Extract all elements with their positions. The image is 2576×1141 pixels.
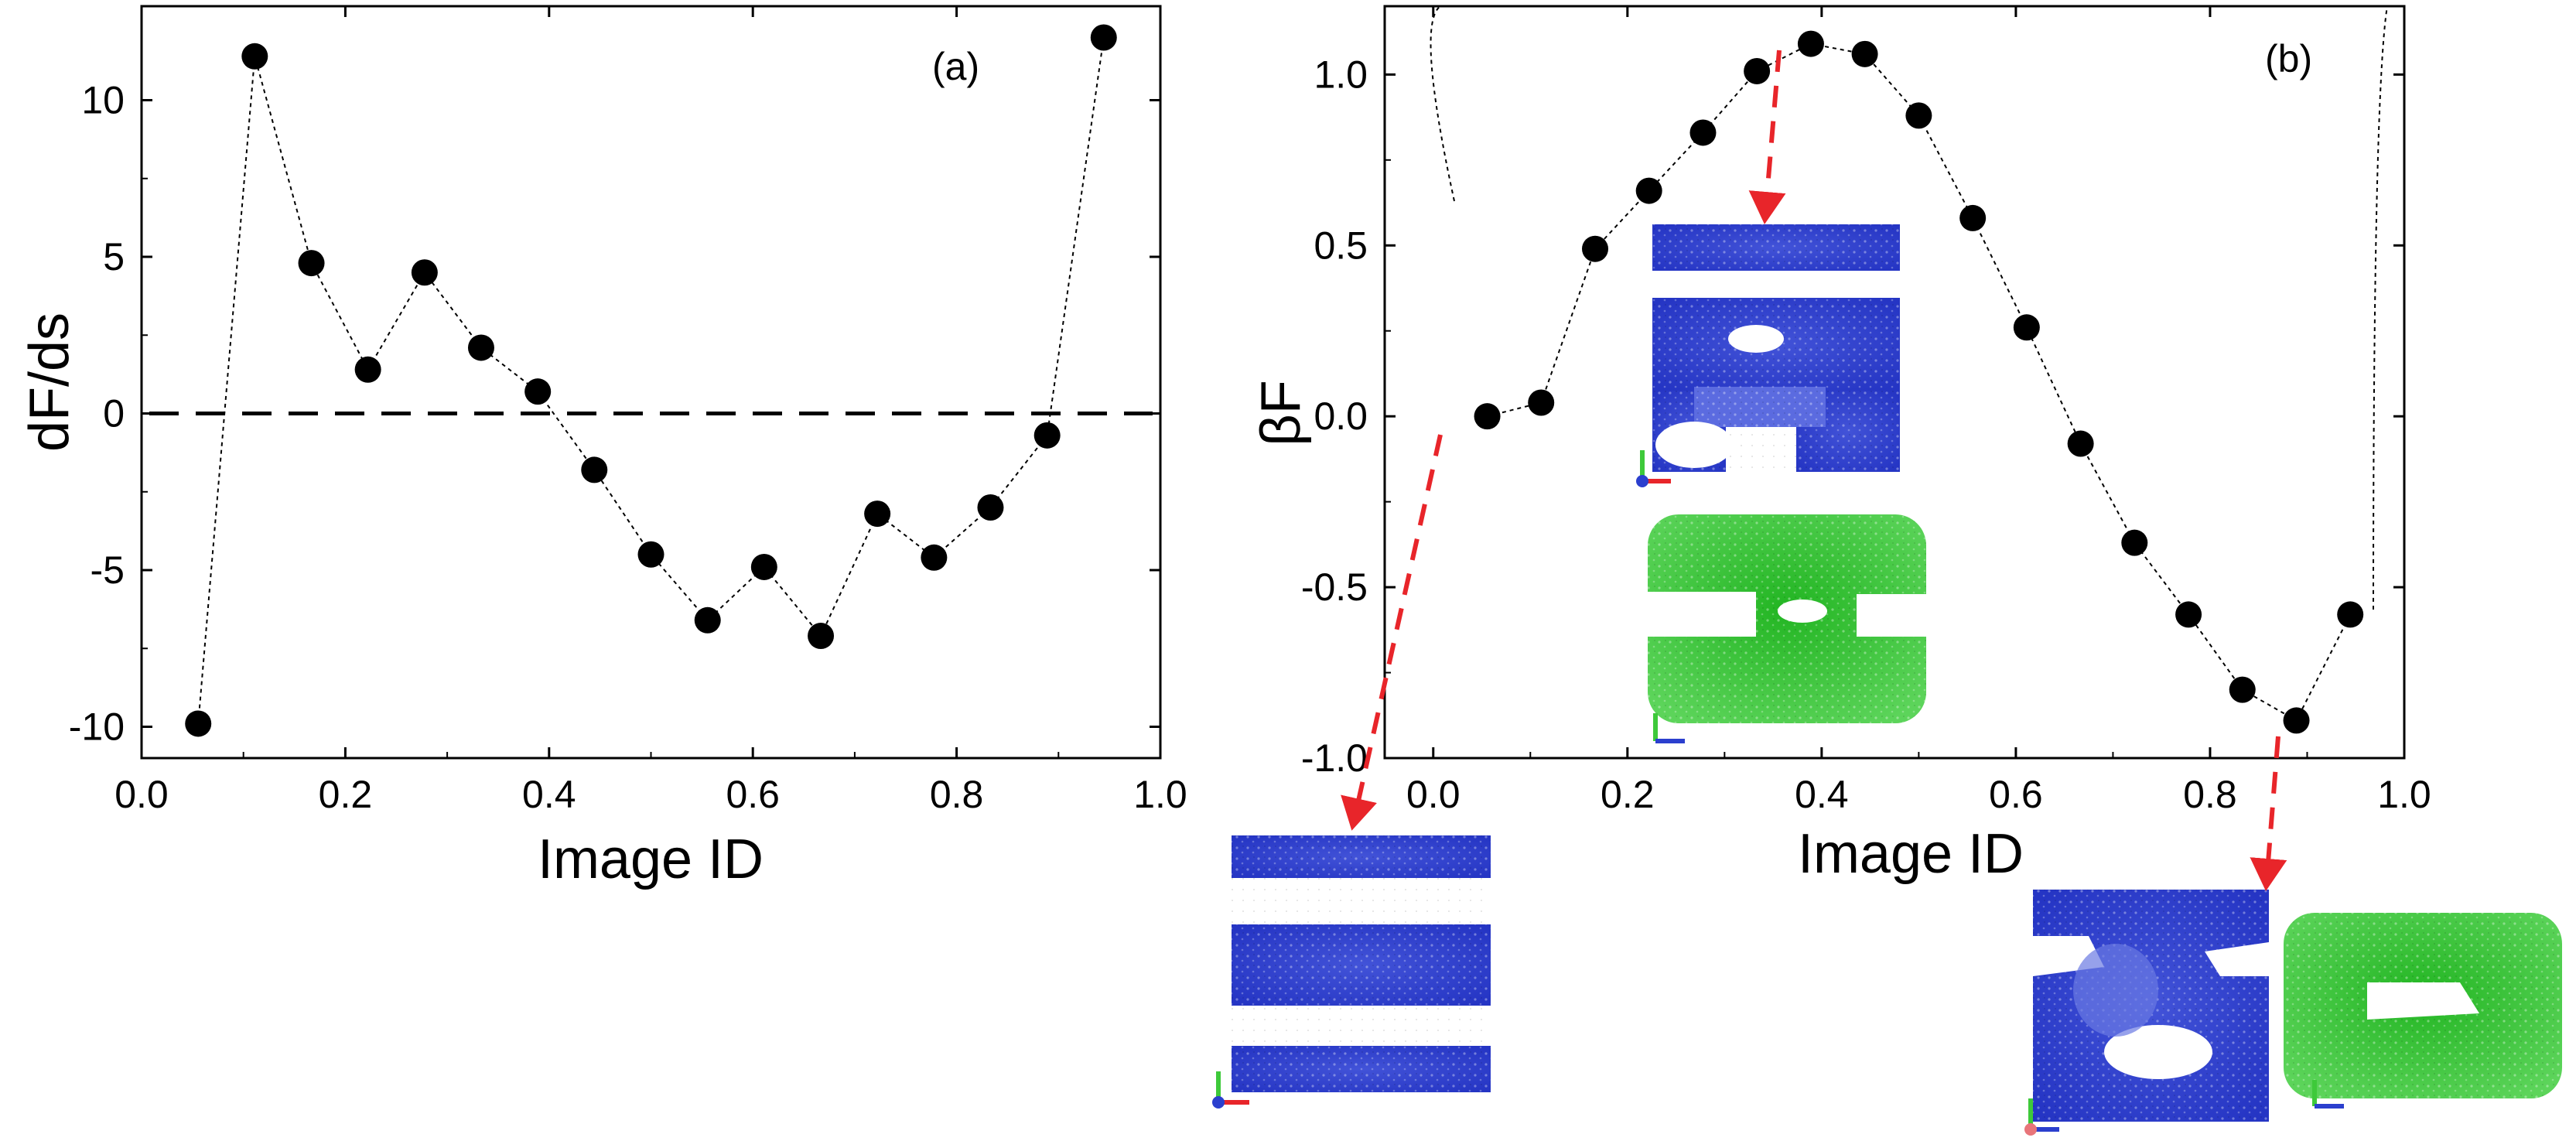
data-point-a	[808, 623, 835, 650]
arrow-to-barrier-snapshot	[1748, 50, 1786, 224]
data-point-b	[1689, 119, 1717, 146]
initial-axes-triad-icon	[1212, 1071, 1249, 1109]
x-tick-label-b: 0.0	[1406, 773, 1461, 816]
x-axis-title-b: Image ID	[1798, 823, 2024, 885]
data-point-b	[2229, 676, 2256, 703]
data-point-a	[354, 356, 381, 383]
inset-final-snapshot	[2024, 890, 2562, 1136]
y-tick-label-b: 0.5	[1314, 224, 1368, 267]
connector-left-extension	[1430, 5, 1455, 202]
series-points-a	[185, 24, 1117, 737]
data-point-a	[694, 606, 721, 634]
x-tick-label-a: 0.6	[726, 773, 780, 816]
arrow-to-final-snapshot	[2250, 736, 2287, 891]
data-point-b	[1744, 57, 1771, 84]
final-green-axes-triad-icon	[2312, 1080, 2344, 1109]
x-tick-label-b: 0.4	[1795, 773, 1849, 816]
final-blue-axes-triad-icon	[2024, 1098, 2059, 1136]
x-tick-label-a: 0.2	[319, 773, 373, 816]
y-axis-title-b-text: βF	[1250, 380, 1312, 446]
data-point-b	[2337, 601, 2364, 628]
data-point-a	[921, 544, 948, 571]
plot-frame-b	[1383, 5, 2406, 760]
x-tick-label-a: 0.4	[522, 773, 576, 816]
final-green-phase	[2284, 913, 2562, 1098]
data-point-b	[2283, 707, 2310, 734]
inset-barrier-snapshot	[1636, 224, 1926, 743]
barrier-blue-phase	[1652, 224, 1900, 472]
series-connector-a	[197, 37, 1105, 724]
data-point-b	[2013, 314, 2040, 341]
series-connector-b	[1487, 43, 2352, 722]
data-point-a	[750, 553, 777, 580]
annotation-arrows	[1341, 50, 2287, 891]
x-axis-title-a: Image ID	[538, 828, 764, 890]
arrow-to-initial-snapshot	[1341, 434, 1443, 831]
data-point-a	[185, 710, 212, 737]
y-tick-label-a: 5	[103, 235, 125, 278]
x-tick-label-b: 0.6	[1989, 773, 2043, 816]
inset-initial-snapshot	[1212, 835, 1491, 1109]
series-points-b	[1474, 30, 2364, 734]
y-tick-label-b: 1.0	[1314, 53, 1368, 96]
axes-b: 0.0 0.2 0.4 0.6 0.8 1.0 -1.0 -0.5 0.0 0.5 1.0	[1301, 6, 2431, 816]
data-point-b	[1474, 403, 1501, 430]
barrier-green-axes-triad-icon	[1653, 713, 1685, 743]
y-tick-label-a: 0	[103, 392, 125, 436]
panel-label-b: (b)	[2265, 37, 2312, 80]
y-axis-title-a: dF/ds	[19, 313, 80, 452]
data-point-a	[581, 456, 608, 483]
data-point-a	[1033, 422, 1061, 449]
data-point-b	[1851, 40, 1878, 67]
y-tick-label-b: 0.0	[1314, 395, 1368, 438]
panel-label-a: (a)	[932, 45, 979, 88]
data-point-a	[637, 541, 664, 568]
data-point-b	[1582, 235, 1609, 262]
data-point-a	[864, 500, 891, 528]
y-tick-label-a: -5	[91, 548, 125, 592]
final-blue-phase	[2033, 890, 2269, 1122]
y-tick-label-b: -1.0	[1301, 736, 1368, 780]
data-point-b	[1635, 177, 1662, 204]
y-tick-label-b: -0.5	[1301, 565, 1368, 609]
data-point-a	[411, 259, 438, 286]
y-tick-label-a: 10	[81, 79, 125, 122]
x-tick-label-b: 0.2	[1601, 773, 1655, 816]
data-point-a	[298, 250, 325, 277]
barrier-axes-triad-icon	[1636, 450, 1671, 487]
x-tick-label-b: 1.0	[2377, 773, 2431, 816]
data-point-b	[2121, 529, 2148, 556]
axes-a: 0.0 0.2 0.4 0.6 0.8 1.0 -10 -5 0 5 10	[69, 6, 1187, 816]
data-point-b	[1905, 102, 1932, 129]
data-point-a	[977, 494, 1004, 521]
data-point-b	[2175, 601, 2202, 628]
x-tick-label-a: 0.8	[930, 773, 984, 816]
data-point-b	[1797, 30, 1824, 57]
data-point-b	[1528, 389, 1555, 416]
y-axis-title-b: βF	[1250, 380, 1312, 446]
x-tick-label-a: 0.0	[114, 773, 169, 816]
x-tick-label-a: 1.0	[1133, 773, 1187, 816]
data-point-a	[1090, 24, 1117, 51]
connector-right-extension	[2373, 5, 2388, 610]
data-point-a	[524, 378, 552, 405]
data-point-a	[241, 43, 268, 70]
y-tick-label-a: -10	[69, 705, 125, 749]
barrier-green-phase	[1648, 514, 1926, 723]
panel-a: 0.0 0.2 0.4 0.6 0.8 1.0 -10 -5 0 5 10 (a) Image ID…	[19, 5, 1187, 890]
data-point-b	[1959, 204, 1987, 231]
data-point-a	[467, 334, 494, 361]
panel-b: 0.0 0.2 0.4 0.6 0.8 1.0-1.0-0.50.00.51.0 (b) …	[1250, 5, 2431, 885]
x-tick-label-b: 0.8	[2183, 773, 2237, 816]
plot-frame-a	[140, 5, 1162, 760]
data-point-b	[2067, 430, 2094, 457]
